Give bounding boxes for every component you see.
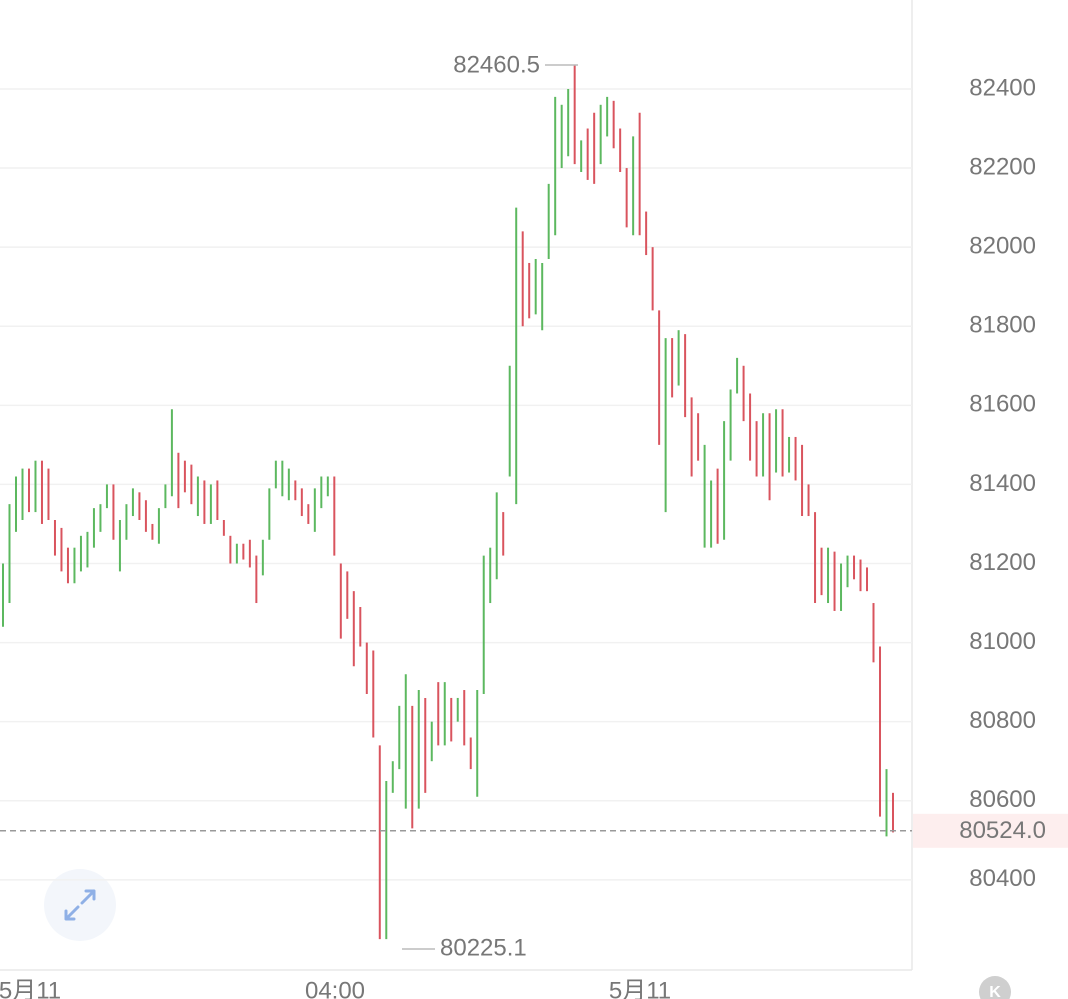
x-tick-label: 5月11 (0, 977, 61, 999)
y-tick-label: 82200 (969, 153, 1036, 180)
expand-button-bg[interactable] (44, 869, 116, 941)
y-tick-label: 80400 (969, 865, 1036, 892)
last-price-box (913, 813, 1068, 848)
y-tick-label: 80600 (969, 786, 1036, 813)
logo-text: K (989, 984, 1001, 999)
expand-button[interactable] (44, 869, 116, 941)
y-tick-label: 82000 (969, 232, 1036, 259)
y-tick-label: 81400 (969, 470, 1036, 497)
x-tick-label: 04:00 (305, 977, 365, 999)
y-tick-label: 81600 (969, 391, 1036, 418)
plot: 80400 80600 80800 81000 81200 81400 81600 81800… (0, 51, 1068, 999)
high-label: 82460.5 (453, 51, 540, 78)
y-tick-label: 81000 (969, 628, 1036, 655)
y-tick-label: 81800 (969, 312, 1036, 339)
y-tick-label: 80800 (969, 707, 1036, 734)
low-label: 80225.1 (440, 934, 527, 961)
last-price-label: 80524.0 (959, 817, 1046, 844)
x-tick-label: 5月11 (609, 977, 671, 999)
y-tick-label: 82400 (969, 74, 1036, 101)
expand-icon[interactable] (64, 889, 96, 921)
logo-badge (979, 976, 1011, 999)
y-tick-label: 81200 (969, 549, 1036, 576)
